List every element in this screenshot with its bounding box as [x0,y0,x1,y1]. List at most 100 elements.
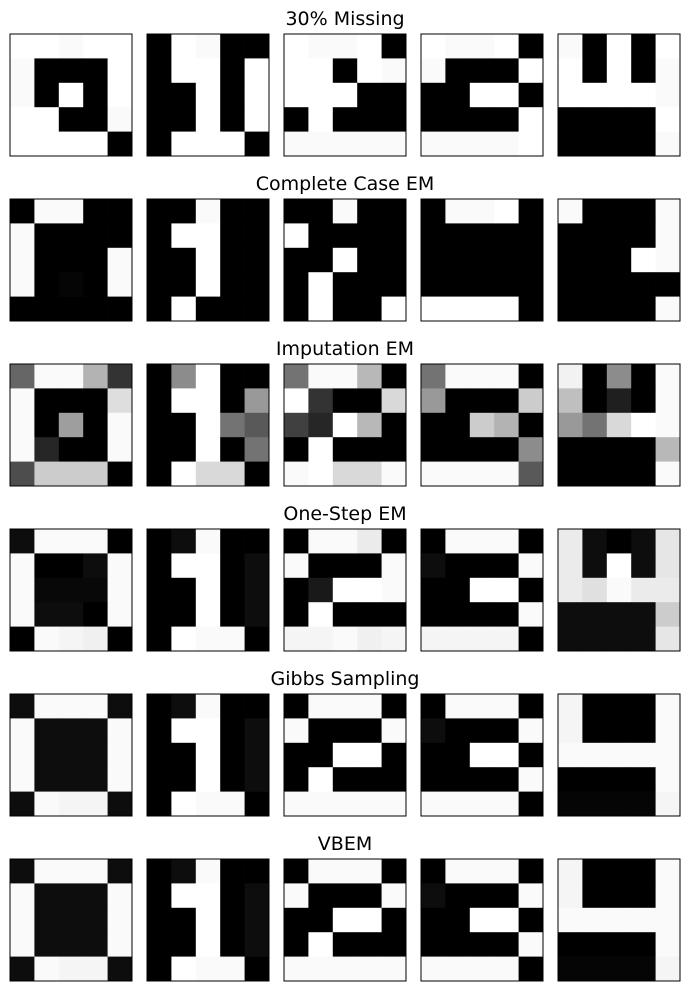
pixel-cell [381,296,407,322]
pixel-cell [494,461,519,487]
pixel-cell [58,577,84,603]
pixel-cell [558,694,583,719]
pixel-cell [220,58,245,84]
pixel-cell [195,907,221,933]
pixel-cell [631,412,656,438]
pixel-cell [494,859,519,884]
pixel-cell [34,131,60,157]
pixel-cell [171,82,197,108]
pixel-cell [421,272,446,297]
pixel-cell [655,412,681,438]
pixel-cell [558,602,583,627]
pixel-cell [10,107,35,132]
pixel-cell [357,34,382,59]
pixel-cell [308,577,334,603]
pixel-cell [558,437,583,462]
pixel-cell [357,694,382,719]
pixel-cell [244,34,270,59]
pixel-cell [606,223,632,249]
pixel-cell [558,956,583,982]
pixel-cell [34,388,60,414]
pixel-cell [494,437,519,462]
pixel-cell [582,626,608,652]
pixel-cell [107,199,133,224]
image-panel [9,528,133,652]
pixel-cell [220,791,245,817]
pixel-cell [357,742,382,768]
pixel-cell [582,34,608,59]
pixel-cell [518,199,544,224]
pixel-cell [494,718,519,744]
pixel-cell [558,296,583,322]
pixel-cell [244,296,270,322]
pixel-cell [582,883,608,909]
pixel-cell [518,131,544,157]
pixel-cell [518,767,544,792]
pixel-cell [494,883,519,909]
pixel-cell [582,296,608,322]
pixel-cell [421,131,446,157]
pixel-cell [171,718,197,744]
pixel-cell [244,883,270,909]
pixel-cell [445,859,471,884]
pixel-cell [83,602,108,627]
pixel-cell [518,932,544,957]
pixel-cell [244,58,270,84]
pixel-cell [332,223,358,249]
pixel-cell [494,577,519,603]
pixel-cell [558,742,583,768]
pixel-cell [147,742,172,768]
pixel-cell [195,577,221,603]
pixel-cell [58,883,84,909]
pixel-cell [421,199,446,224]
pixel-cell [445,461,471,487]
pixel-cell [107,437,133,462]
pixel-cell [445,907,471,933]
pixel-cell [171,58,197,84]
pixel-cell [445,364,471,389]
pixel-cell [518,247,544,273]
pixel-cell [606,412,632,438]
pixel-cell [445,529,471,554]
pixel-cell [494,932,519,957]
pixel-cell [83,223,108,249]
panel-frame [283,198,407,322]
pixel-cell [606,461,632,487]
panel-frame [283,858,407,982]
pixel-cell [558,767,583,792]
pixel-cell [494,247,519,273]
pixel-cell [469,907,495,933]
panel-frame [9,528,133,652]
pixel-cell [10,437,35,462]
pixel-cell [421,791,446,817]
pixel-cell [58,247,84,273]
pixel-cell [469,883,495,909]
pixel-cell [244,553,270,579]
pixel-cell [445,791,471,817]
pixel-cell [494,364,519,389]
panel-frame [146,198,270,322]
pixel-cell [631,859,656,884]
pixel-cell [171,388,197,414]
pixel-cell [147,883,172,909]
pixel-cell [308,859,334,884]
pixel-cell [147,107,172,132]
pixel-cell [284,364,309,389]
pixel-cell [357,107,382,132]
image-panel [420,528,544,652]
pixel-cell [518,859,544,884]
pixel-cell [655,364,681,389]
pixel-cell [357,272,382,297]
pixel-cell [357,553,382,579]
pixel-cell [244,767,270,792]
pixel-cell [582,529,608,554]
pixel-cell [606,199,632,224]
pixel-cell [10,223,35,249]
pixel-cell [244,107,270,132]
pixel-cell [421,694,446,719]
pixel-cell [284,742,309,768]
pixel-cell [469,932,495,957]
pixel-cell [244,907,270,933]
pixel-cell [171,932,197,957]
pixel-cell [631,956,656,982]
